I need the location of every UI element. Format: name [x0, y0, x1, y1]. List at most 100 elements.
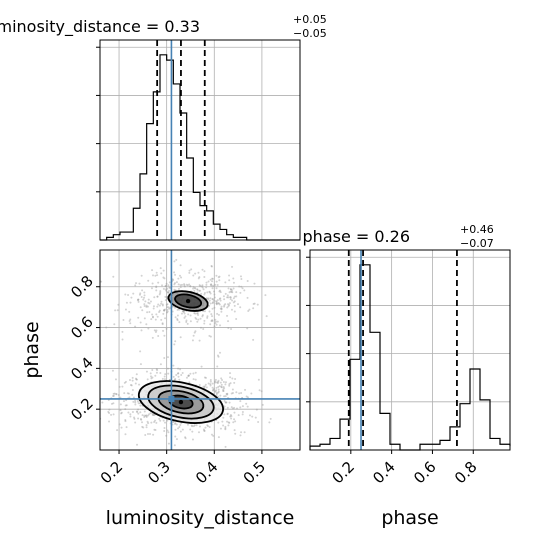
- sample-point: [182, 310, 185, 313]
- sample-point: [147, 327, 150, 330]
- sample-point: [150, 318, 153, 321]
- sample-point: [209, 335, 212, 338]
- sample-point: [162, 419, 165, 422]
- sample-point: [154, 374, 157, 377]
- joint-panel-grid: [100, 250, 300, 450]
- sample-point: [153, 420, 156, 423]
- sample-point: [165, 289, 168, 292]
- sample-point: [141, 425, 144, 428]
- sample-point: [197, 271, 200, 274]
- sample-point: [212, 388, 215, 391]
- sample-point: [226, 406, 229, 409]
- sample-point: [229, 415, 232, 418]
- sample-point: [212, 387, 215, 390]
- sample-point: [230, 308, 233, 311]
- sample-point: [230, 415, 233, 418]
- sample-point: [168, 307, 171, 310]
- sample-point: [189, 320, 192, 323]
- sample-point: [224, 381, 227, 384]
- sample-point: [143, 304, 146, 307]
- sample-point: [161, 303, 164, 306]
- sample-point: [145, 370, 148, 373]
- sample-point: [195, 424, 198, 427]
- sample-point: [165, 303, 168, 306]
- sample-point: [178, 321, 181, 324]
- sample-point: [219, 427, 222, 430]
- sample-point: [151, 413, 154, 416]
- sample-point: [215, 287, 218, 290]
- sample-point: [209, 379, 212, 382]
- sample-point: [167, 442, 170, 445]
- sample-point: [181, 283, 184, 286]
- sample-point: [176, 314, 179, 317]
- sample-point: [228, 291, 231, 294]
- sample-point: [143, 414, 146, 417]
- sample-point: [222, 388, 225, 391]
- contour-line: [147, 384, 215, 420]
- sample-point: [224, 303, 227, 306]
- sample-point: [105, 326, 108, 329]
- sample-point: [213, 325, 216, 328]
- sample-point: [265, 315, 268, 318]
- sample-point: [222, 389, 225, 392]
- sample-point: [100, 280, 103, 283]
- sample-point: [157, 281, 160, 284]
- sample-point: [231, 377, 234, 380]
- luminosity-distance-title-lower: −0.05: [293, 27, 327, 40]
- sample-point: [173, 282, 176, 285]
- sample-point: [212, 301, 215, 304]
- sample-point: [183, 316, 186, 319]
- sample-point: [137, 402, 140, 405]
- sample-point: [139, 418, 142, 421]
- sample-point: [139, 292, 142, 295]
- sample-point: [233, 418, 236, 421]
- sample-point: [173, 343, 176, 346]
- sample-point: [131, 410, 134, 413]
- sample-point: [164, 285, 167, 288]
- sample-point: [223, 304, 226, 307]
- sample-point: [220, 377, 223, 380]
- sample-point: [216, 354, 219, 357]
- sample-point: [255, 408, 258, 411]
- sample-point: [124, 420, 127, 423]
- sample-point: [179, 336, 182, 339]
- sample-point: [215, 303, 218, 306]
- luminosity-distance-title-upper: +0.05: [293, 13, 327, 26]
- sample-point: [215, 274, 218, 277]
- sample-point: [176, 308, 179, 311]
- sample-point: [151, 376, 154, 379]
- sample-point: [140, 274, 143, 277]
- sample-point: [177, 367, 180, 370]
- sample-point: [174, 428, 177, 431]
- sample-point: [135, 378, 138, 381]
- sample-point: [164, 308, 167, 311]
- sample-point: [210, 283, 213, 286]
- sample-point: [223, 395, 226, 398]
- sample-point: [211, 302, 214, 305]
- histogram-bin: [147, 124, 154, 240]
- sample-point: [230, 406, 233, 409]
- sample-point: [176, 319, 179, 322]
- sample-point: [127, 293, 130, 296]
- sample-point: [197, 318, 200, 321]
- sample-point: [136, 443, 139, 446]
- sample-point: [124, 308, 127, 311]
- sample-point: [246, 396, 249, 399]
- x-axis-label-phase: phase: [381, 507, 438, 529]
- sample-point: [138, 383, 141, 386]
- sample-point: [199, 285, 202, 288]
- sample-point: [252, 307, 255, 310]
- sample-point: [182, 310, 185, 313]
- sample-point: [121, 338, 124, 341]
- sample-point: [130, 384, 133, 387]
- sample-point: [157, 303, 160, 306]
- histogram-bin: [440, 440, 450, 450]
- luminosity-distance-histogram-lines: [156, 40, 206, 240]
- sample-point: [217, 379, 220, 382]
- sample-point: [203, 376, 206, 379]
- sample-point: [176, 318, 179, 321]
- sample-point: [134, 399, 137, 402]
- sample-point: [222, 424, 225, 427]
- sample-point: [124, 404, 127, 407]
- phase-title-equals: =: [351, 227, 375, 246]
